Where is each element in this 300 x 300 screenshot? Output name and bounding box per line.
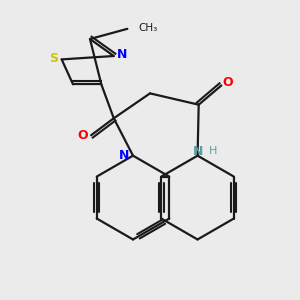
Text: N: N bbox=[116, 48, 127, 62]
Text: N: N bbox=[192, 145, 203, 158]
Text: O: O bbox=[78, 129, 88, 142]
Text: O: O bbox=[223, 76, 233, 88]
Text: H: H bbox=[209, 146, 218, 156]
Text: N: N bbox=[119, 149, 129, 162]
Text: S: S bbox=[49, 52, 58, 65]
Text: CH₃: CH₃ bbox=[139, 23, 158, 33]
